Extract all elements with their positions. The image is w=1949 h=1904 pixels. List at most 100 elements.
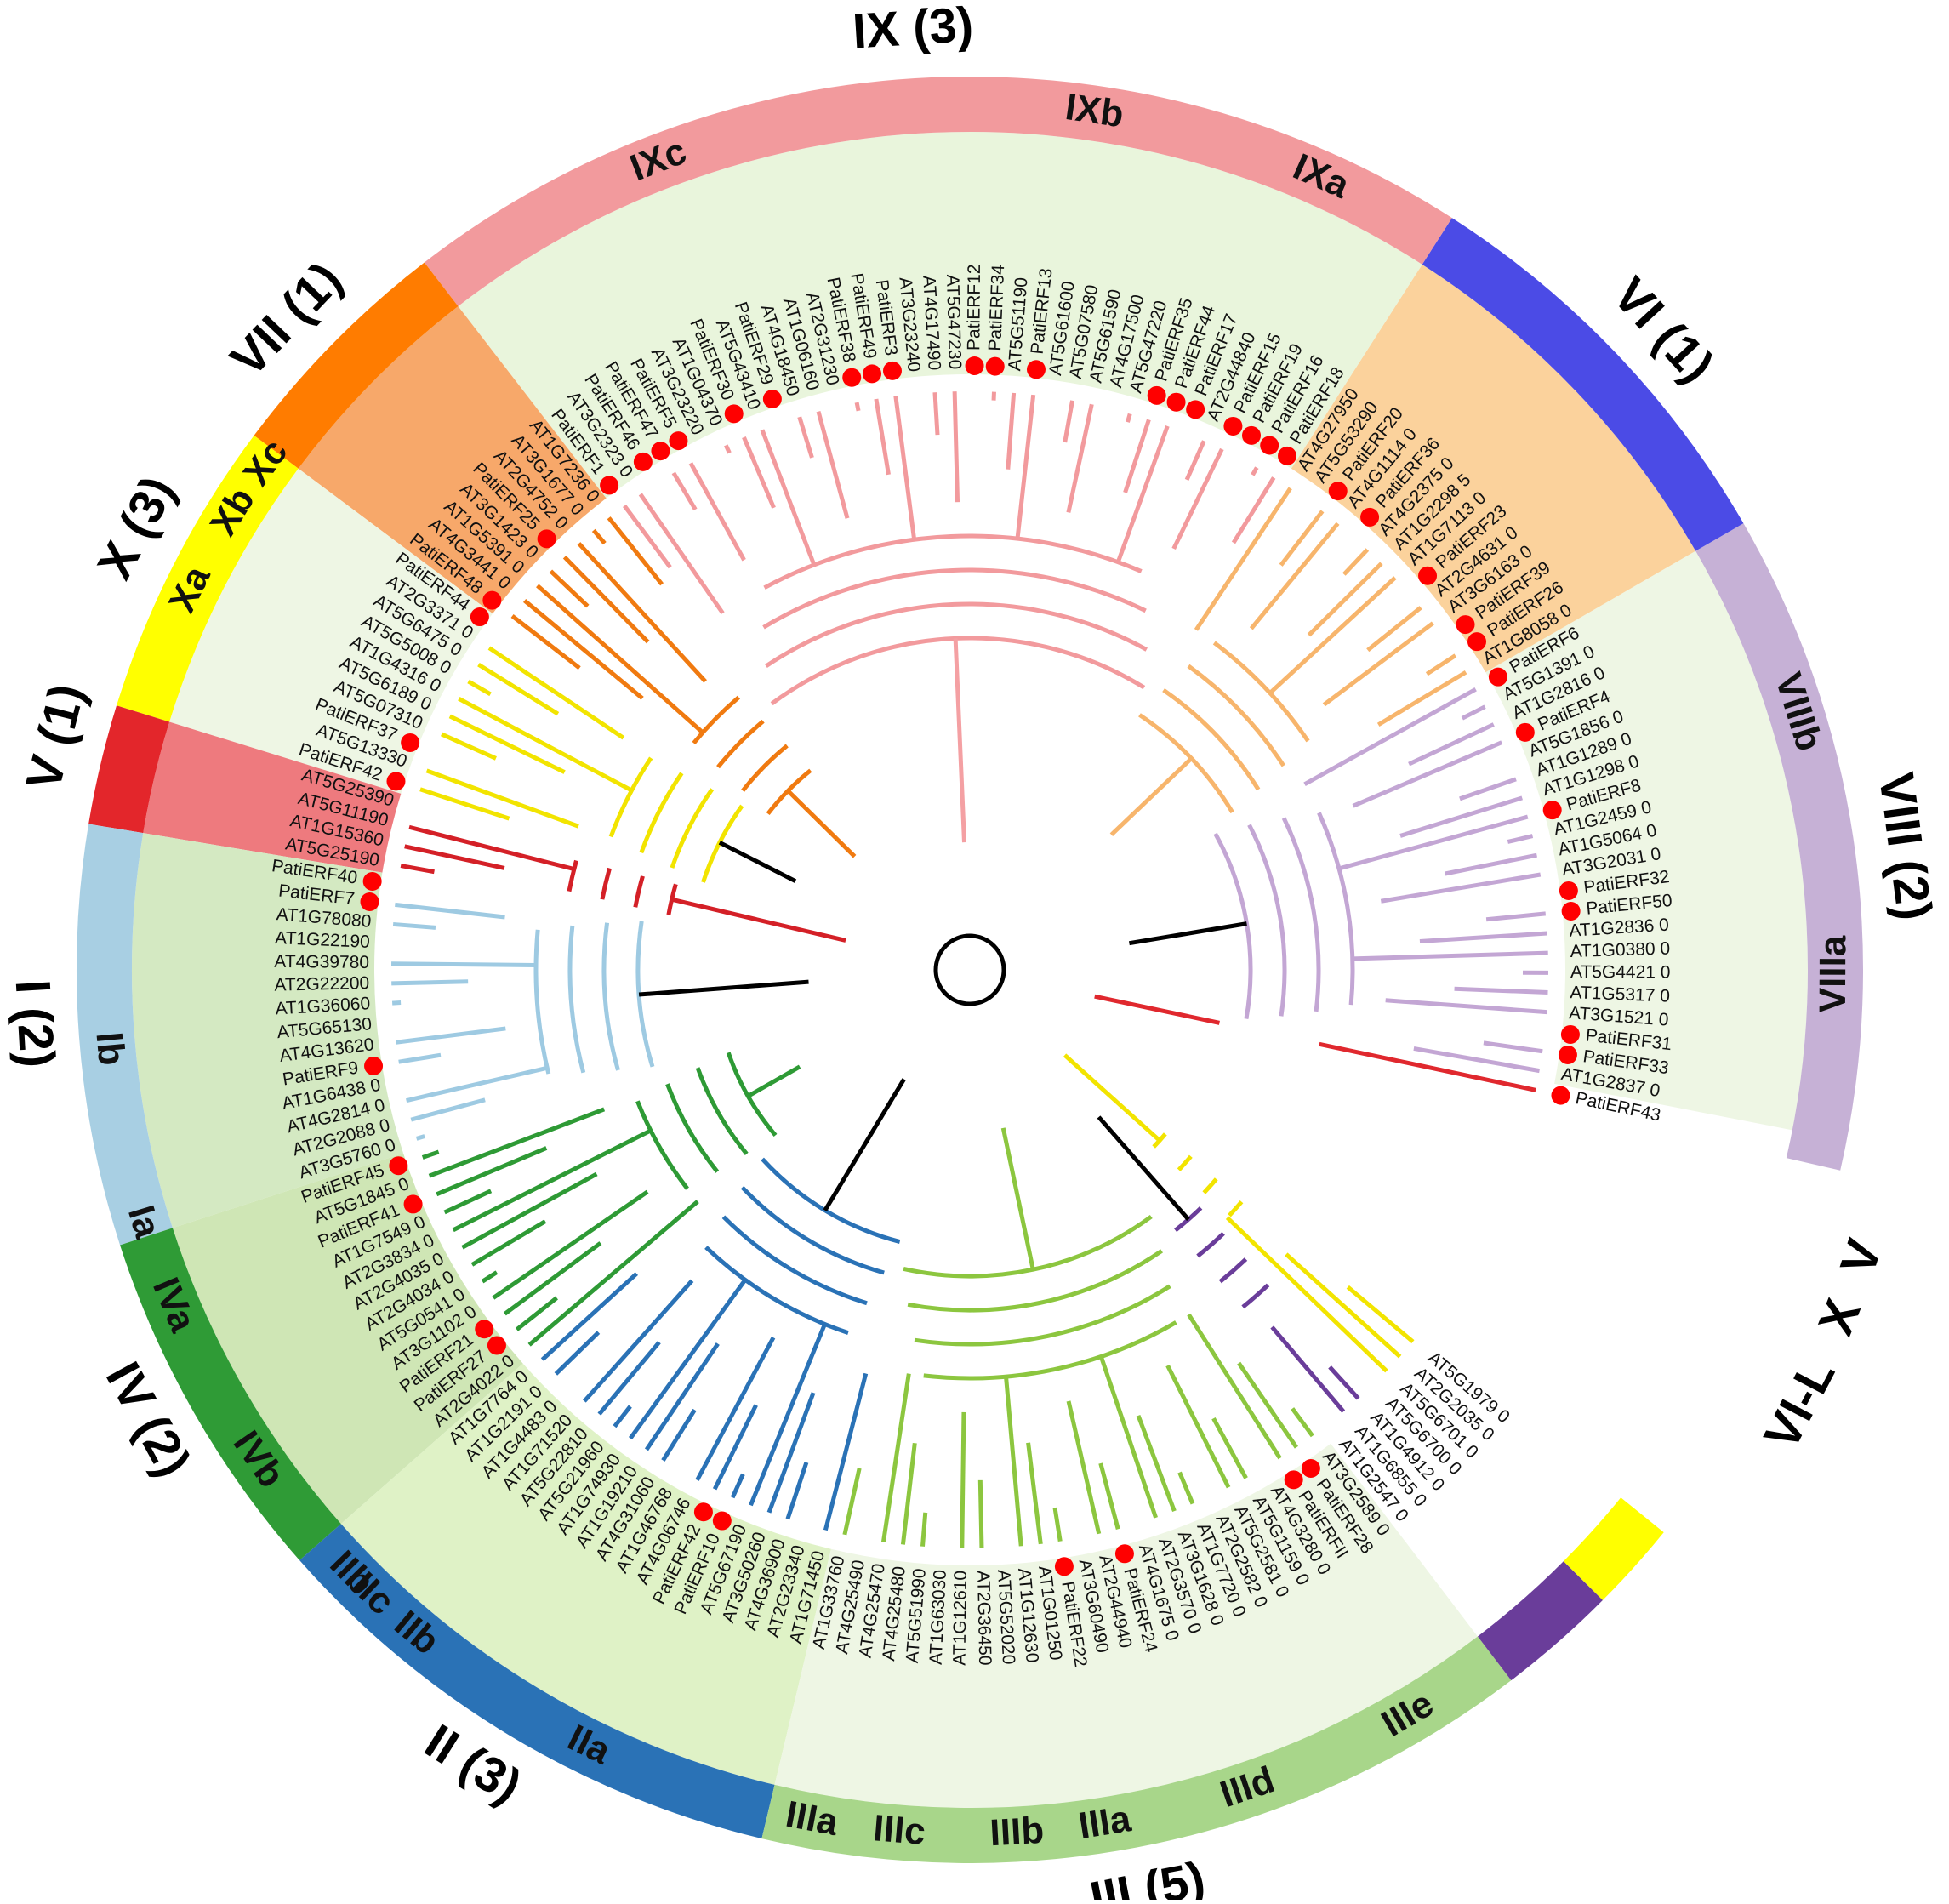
- branch-arc: [908, 1251, 1161, 1310]
- patierf-marker: [475, 1320, 493, 1338]
- clade-branches-12: [1065, 1055, 1413, 1371]
- patierf-marker: [1167, 393, 1186, 412]
- branch-arc: [1229, 1202, 1241, 1216]
- leaf-label: PatiERF12: [964, 264, 984, 351]
- patierf-marker: [966, 356, 984, 375]
- branch-arc: [1188, 666, 1284, 766]
- subgroup-label: IIIa: [1075, 1798, 1134, 1847]
- branch-tip: [393, 924, 436, 927]
- branch-arc: [718, 721, 763, 767]
- branch-tip: [1055, 1508, 1060, 1542]
- branch-tip: [1455, 989, 1548, 992]
- branch-tip: [1460, 779, 1516, 799]
- leaf-label: AT4G39780: [274, 952, 369, 972]
- group-label: I (2): [5, 978, 66, 1069]
- subgroup-label: VIIIa: [1812, 935, 1854, 1012]
- patierf-marker: [1467, 632, 1486, 651]
- patierf-marker: [1115, 1544, 1134, 1563]
- branch-arc: [915, 1286, 1170, 1344]
- branch-tip: [436, 1148, 546, 1194]
- branch-tip: [565, 557, 648, 642]
- branch-tip: [445, 1191, 491, 1212]
- branch-tip: [1196, 488, 1291, 630]
- branch-tip: [1017, 395, 1034, 539]
- leaf-label: AT2G36450: [973, 1571, 994, 1666]
- patierf-marker: [1559, 881, 1578, 900]
- leaf-label: AT1G12610: [949, 1571, 971, 1666]
- patierf-marker: [1456, 615, 1475, 634]
- patierf-marker: [1489, 668, 1507, 687]
- branch-tip: [876, 399, 889, 475]
- branch-tip: [1234, 477, 1274, 543]
- patierf-marker: [1559, 1046, 1577, 1064]
- branch-tip: [453, 1131, 651, 1230]
- patierf-marker: [1516, 723, 1535, 742]
- branch-tip: [396, 1029, 505, 1042]
- branch-tip: [1409, 724, 1494, 764]
- branch-tip: [1400, 798, 1522, 836]
- branch-tip: [391, 964, 536, 966]
- subgroup-label: IXb: [1063, 86, 1126, 135]
- patierf-marker: [404, 1194, 423, 1213]
- branch-tip: [462, 1174, 596, 1247]
- branch-tip: [1006, 1377, 1022, 1546]
- branch-tip: [1344, 550, 1367, 574]
- patierf-marker: [363, 872, 382, 891]
- patierf-marker: [883, 362, 902, 380]
- branch-tip: [1353, 953, 1548, 959]
- branch-tip: [1330, 1367, 1359, 1399]
- branch-tip: [1174, 449, 1222, 549]
- branch-arc: [602, 869, 610, 900]
- branch-tip: [857, 402, 858, 411]
- branch-tip: [420, 790, 510, 818]
- branch-tip: [1127, 414, 1130, 423]
- branch-tip: [609, 518, 662, 584]
- branch-tip: [1381, 875, 1540, 901]
- patierf-marker: [386, 772, 405, 790]
- branch-tip: [962, 1412, 964, 1548]
- patierf-marker: [482, 591, 501, 610]
- patierf-marker: [1543, 801, 1562, 819]
- subgroup-label: Ib: [88, 1030, 132, 1067]
- branch-tip: [1069, 1401, 1099, 1534]
- branch-tip: [529, 1201, 698, 1345]
- branch-tip: [1270, 578, 1395, 693]
- branch-tip: [391, 982, 468, 983]
- group-label: IX (3): [851, 0, 974, 60]
- branch-arc: [1220, 1259, 1245, 1281]
- branch-tip: [1462, 707, 1485, 719]
- patierf-marker: [1302, 1459, 1320, 1478]
- branch-tip: [800, 417, 812, 458]
- branch-tip: [469, 681, 491, 694]
- patierf-marker: [713, 1512, 732, 1531]
- branch-tip: [922, 1513, 925, 1547]
- branch-stem: [720, 842, 795, 881]
- branch-tip: [1507, 836, 1532, 842]
- branch-arc: [1204, 1179, 1216, 1193]
- branch-tip: [459, 698, 631, 790]
- branch-stem: [1099, 1117, 1188, 1219]
- patierf-marker: [361, 892, 379, 911]
- branch-arc: [611, 758, 651, 837]
- branch-tip: [1251, 523, 1338, 628]
- group-label: X (3): [87, 467, 185, 587]
- branch-tip: [1187, 441, 1204, 480]
- leaf-label: AT1G0380 0: [1570, 939, 1670, 961]
- branch-arc: [1249, 825, 1285, 1017]
- branch-tip: [641, 494, 723, 613]
- patierf-marker: [634, 453, 653, 471]
- patierf-marker: [842, 368, 861, 387]
- branch-tip: [395, 904, 504, 917]
- patierf-marker: [1360, 508, 1379, 527]
- branch-tip: [401, 866, 434, 872]
- branch-tip: [614, 1406, 630, 1427]
- patierf-marker: [986, 357, 1005, 376]
- clade-branches-7: [391, 885, 808, 1138]
- branch-arc: [765, 536, 1142, 588]
- branch-arc: [743, 745, 787, 790]
- leaf-label: AT5G4421 0: [1570, 962, 1671, 983]
- group-label: X: [1808, 1291, 1872, 1342]
- branch-arc: [641, 773, 682, 852]
- branch-arc: [569, 861, 577, 892]
- branch-tip: [1180, 1473, 1193, 1504]
